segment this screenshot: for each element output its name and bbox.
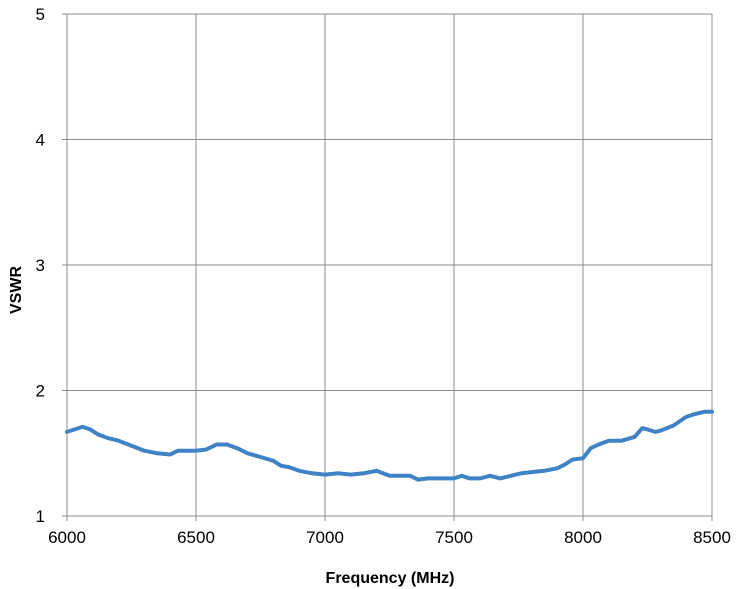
y-tick-label: 4 [36, 131, 45, 150]
x-axis-label: Frequency (MHz) [326, 570, 455, 587]
y-tick-label: 1 [36, 507, 45, 526]
grid-lines [62, 13, 713, 521]
x-tick-label: 6500 [177, 528, 215, 547]
series-layer [65, 409, 714, 482]
x-tick-label: 7000 [306, 528, 344, 547]
y-tick-labels: 1 2 3 4 5 [36, 5, 45, 526]
y-tick-label: 2 [36, 382, 45, 401]
x-tick-label: 6000 [48, 528, 86, 547]
x-tick-label: 8000 [564, 528, 602, 547]
series-line [65, 409, 714, 482]
x-tick-label: 8500 [693, 528, 731, 547]
y-tick-label: 5 [36, 5, 45, 24]
y-tick-label: 3 [36, 256, 45, 275]
x-tick-label: 7500 [435, 528, 473, 547]
y-axis-label: VSWR [8, 266, 25, 314]
x-tick-labels: 6000 6500 7000 7500 8000 8500 [48, 528, 731, 547]
